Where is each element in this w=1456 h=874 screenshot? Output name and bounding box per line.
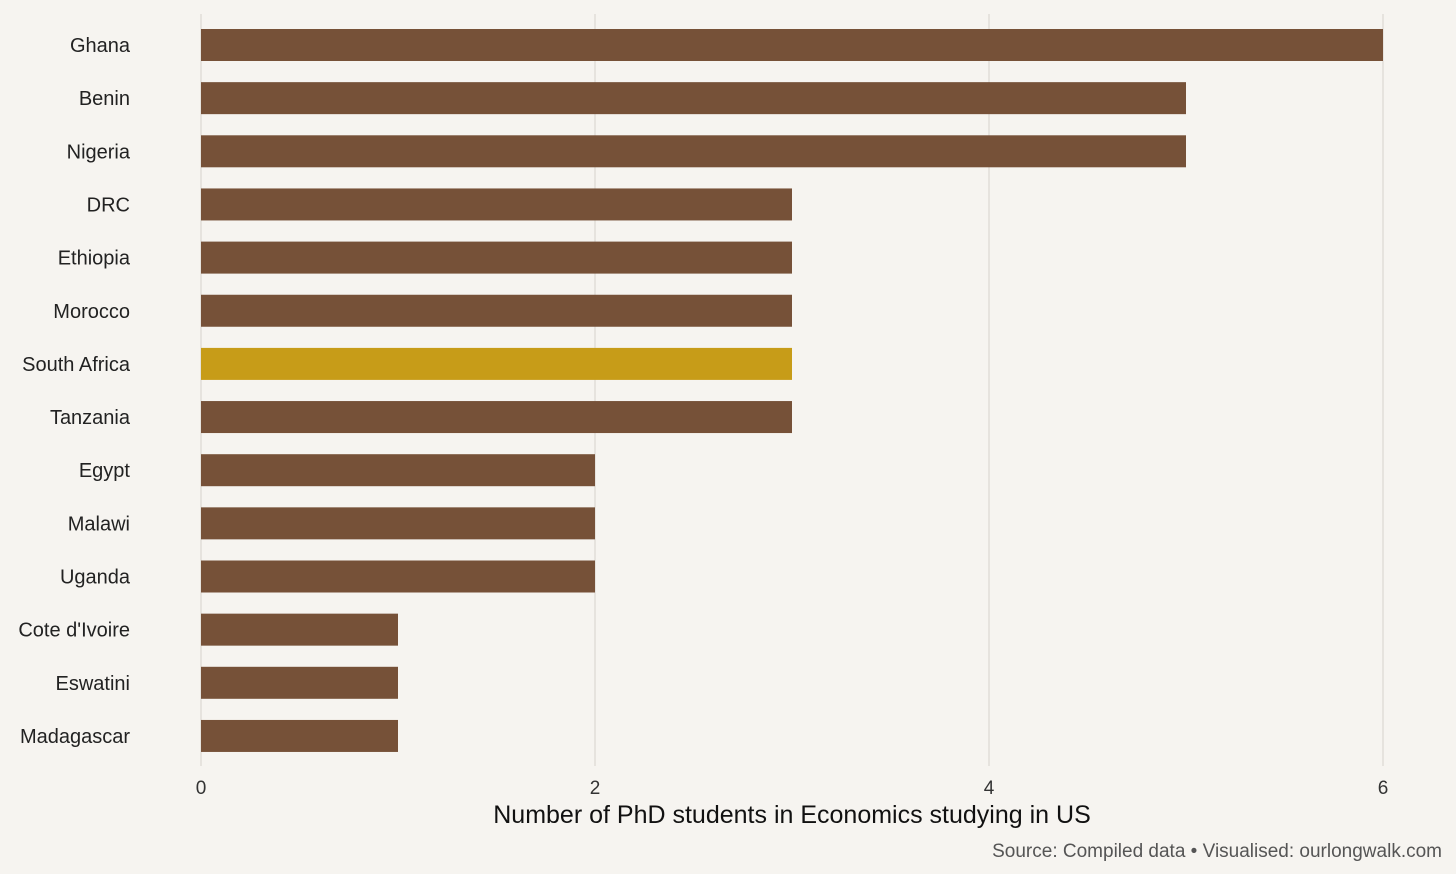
gridlines xyxy=(200,14,1384,766)
bar-ethiopia xyxy=(201,241,792,274)
category-label: Eswatini xyxy=(56,673,130,695)
bar-malawi xyxy=(201,507,595,540)
category-label: Uganda xyxy=(60,567,131,589)
bar-ghana xyxy=(201,29,1383,61)
category-label: Egypt xyxy=(79,460,131,482)
x-axis-title: Number of PhD students in Economics stud… xyxy=(493,801,1091,829)
x-tick-labels: 0 2 4 6 xyxy=(196,778,1389,799)
bar-eswatini xyxy=(201,666,398,699)
bar-madagascar xyxy=(201,719,398,752)
bar-benin xyxy=(201,82,1186,115)
bar-uganda xyxy=(201,560,595,593)
category-label: Morocco xyxy=(53,301,130,323)
x-tick-label: 2 xyxy=(590,778,601,799)
category-label: Benin xyxy=(79,88,130,110)
bar-nigeria xyxy=(201,135,1186,168)
bars xyxy=(201,29,1383,752)
category-label: Ethiopia xyxy=(58,248,131,270)
bar-morocco xyxy=(201,294,792,327)
source-caption: Source: Compiled data • Visualised: ourl… xyxy=(992,841,1442,862)
category-label: DRC xyxy=(87,194,130,216)
category-label: Malawi xyxy=(68,513,130,535)
x-tick-label: 4 xyxy=(984,778,995,799)
bar-drc xyxy=(201,188,792,221)
category-label: Cote d'Ivoire xyxy=(18,620,130,642)
category-label: Madagascar xyxy=(20,726,130,748)
category-label: Nigeria xyxy=(67,141,131,163)
bar-tanzania xyxy=(201,401,792,434)
x-tick-label: 6 xyxy=(1378,778,1389,799)
bar-cote-d-ivoire xyxy=(201,613,398,646)
category-label: South Africa xyxy=(22,354,131,376)
bar-south-africa xyxy=(201,347,792,380)
bar-egypt xyxy=(201,454,595,487)
category-labels: Ghana Benin Nigeria DRC Ethiopia Morocco South… xyxy=(18,35,131,748)
category-label: Ghana xyxy=(70,35,131,57)
x-tick-label: 0 xyxy=(196,778,207,799)
category-label: Tanzania xyxy=(50,407,131,429)
